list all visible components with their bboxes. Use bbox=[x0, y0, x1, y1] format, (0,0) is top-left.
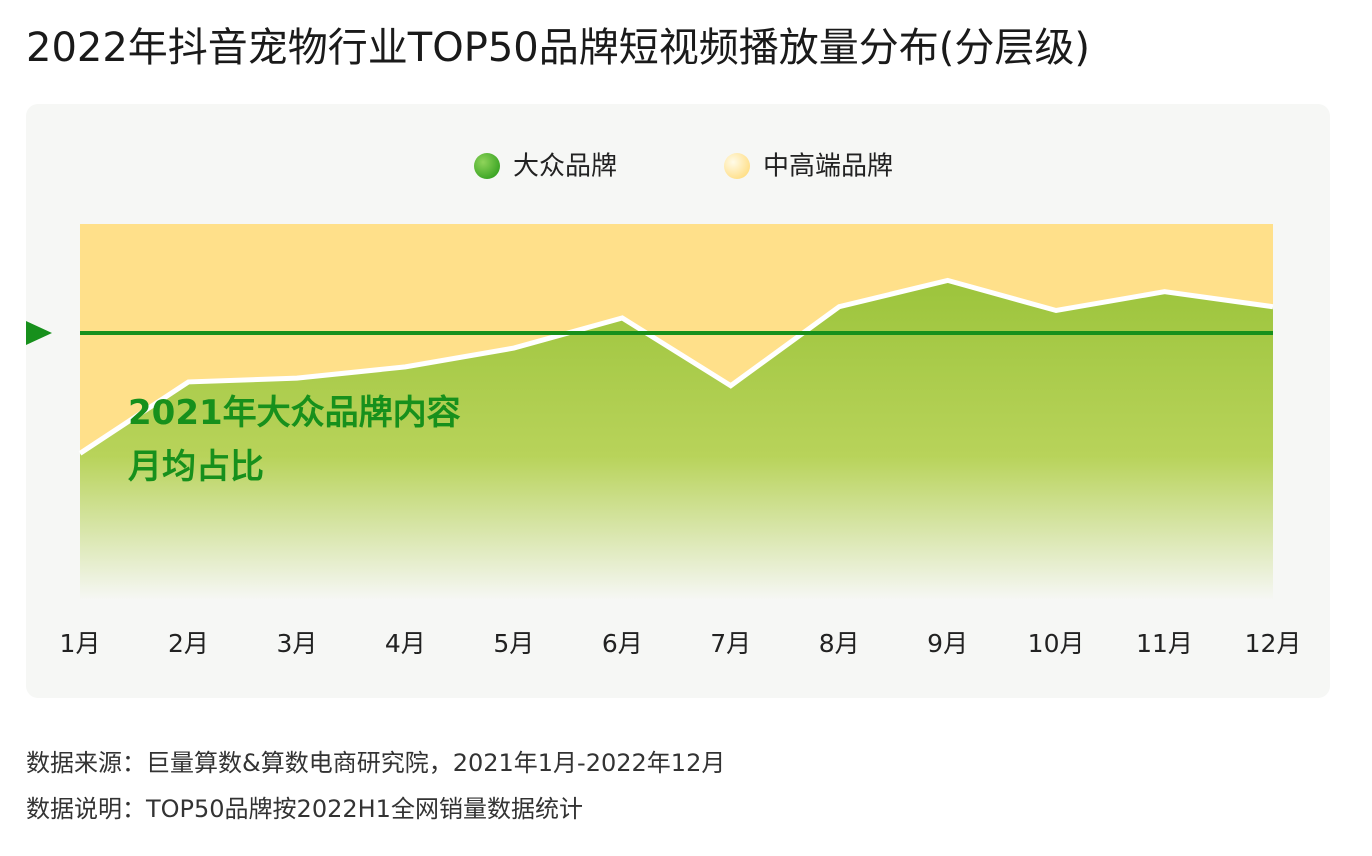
area bbox=[80, 224, 1273, 454]
x-tick-label: 11月 bbox=[1136, 629, 1193, 658]
x-tick-label: 2月 bbox=[168, 629, 209, 658]
x-tick-label: 12月 bbox=[1245, 629, 1302, 658]
x-tick-label: 7月 bbox=[710, 629, 751, 658]
note: 数据说明：TOP50品牌按2022H1全网销量数据统计 bbox=[26, 795, 583, 823]
chart-title: 2022年抖音宠物行业TOP50品牌短视频播放量分布(分层级) bbox=[26, 25, 1090, 71]
reference-marker bbox=[26, 321, 52, 346]
legend-swatch bbox=[724, 153, 750, 179]
area bbox=[80, 280, 1273, 600]
x-tick-label: 3月 bbox=[276, 629, 317, 658]
x-tick-label: 10月 bbox=[1028, 629, 1085, 658]
x-tick-label: 9月 bbox=[927, 629, 968, 658]
reference-label: 2021年大众品牌内容 月均占比 bbox=[128, 393, 461, 487]
x-tick-label: 8月 bbox=[819, 629, 860, 658]
legend-label: 大众品牌 bbox=[513, 152, 617, 182]
x-tick-label: 6月 bbox=[602, 629, 643, 658]
x-tick-label: 1月 bbox=[60, 629, 101, 658]
x-tick-label: 5月 bbox=[493, 629, 534, 658]
legend-swatch bbox=[474, 153, 500, 179]
legend-label: 中高端品牌 bbox=[763, 152, 893, 182]
x-tick-label: 4月 bbox=[385, 629, 426, 658]
boundary-line bbox=[78, 277, 1274, 456]
source: 数据来源：巨量算数&算数电商研究院，2021年1月-2022年12月 bbox=[26, 749, 725, 777]
